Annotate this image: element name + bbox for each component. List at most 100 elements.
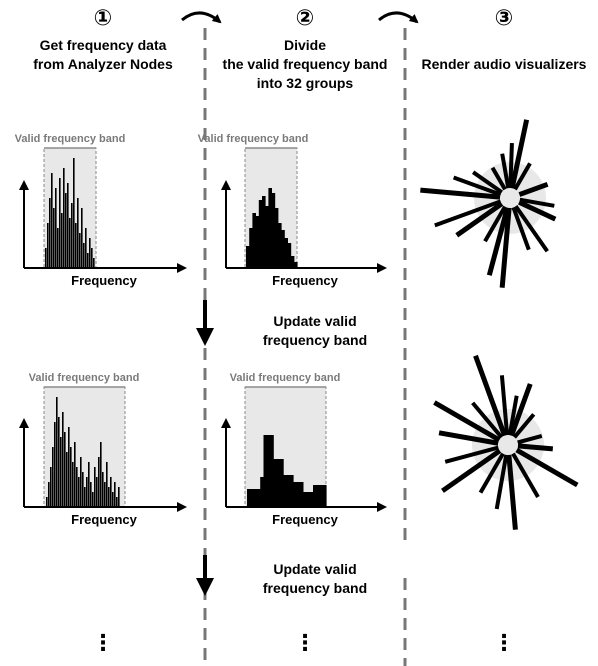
update-label-1-line-2: frequency band xyxy=(263,332,367,348)
histogram-bar xyxy=(65,193,67,268)
histogram-bar xyxy=(94,467,96,507)
visualizer-bar xyxy=(444,445,499,464)
step-2-header: ② Divide the valid frequency band into 3… xyxy=(223,5,388,91)
histogram-bar xyxy=(73,158,75,268)
update-label-2-line-1: Update valid xyxy=(273,561,356,577)
histogram-bar xyxy=(280,459,284,507)
histogram-bar xyxy=(66,452,68,507)
histogram-bar xyxy=(306,492,311,507)
visualizer-bar xyxy=(511,452,540,498)
histogram-bar xyxy=(268,188,272,268)
step-1-line-1: Get frequency data xyxy=(40,37,167,53)
visualizer-bar xyxy=(483,205,507,243)
histogram-bar xyxy=(45,248,47,268)
histogram-bar xyxy=(70,447,72,507)
histogram-bar xyxy=(51,173,53,268)
x-axis-label: Frequency xyxy=(272,512,339,527)
visualizer-bar xyxy=(434,199,502,228)
x-axis-label: Frequency xyxy=(71,512,138,527)
histogram-bar xyxy=(118,487,120,507)
step-2-line-1: Divide xyxy=(284,37,326,53)
visualizer-bar xyxy=(492,406,507,437)
visualizer-bar xyxy=(494,454,509,510)
visualizer-bar xyxy=(517,434,543,445)
visualizer-bar xyxy=(471,170,503,194)
histogram-bar xyxy=(283,475,287,507)
histogram-bar xyxy=(89,238,91,268)
histogram-bar xyxy=(287,243,292,268)
histogram-bar xyxy=(96,477,98,507)
update-label-2-line-2: frequency band xyxy=(263,580,367,596)
histogram-bar xyxy=(92,492,94,507)
histogram-bar xyxy=(322,485,327,507)
valid-band-label: Valid frequency band xyxy=(29,372,140,384)
valid-band-label: Valid frequency band xyxy=(230,372,341,384)
histogram-bar xyxy=(69,218,71,268)
visualizer-bar xyxy=(500,153,511,189)
histogram-bar xyxy=(273,459,278,507)
valid-band-label: Valid frequency band xyxy=(15,133,126,145)
histogram-bar xyxy=(60,437,62,507)
visualizer-bar xyxy=(499,375,510,436)
step-3-number: ③ xyxy=(495,5,514,30)
histogram-bar xyxy=(55,188,57,268)
histogram-bar xyxy=(77,198,79,268)
visualizer-bar xyxy=(513,162,532,191)
ellipsis-col-1: ⋮ xyxy=(92,630,114,655)
step-2-number: ② xyxy=(296,5,315,30)
histogram-bar xyxy=(93,258,95,268)
histogram-bar xyxy=(78,477,80,507)
audio-visualizer-1 xyxy=(420,119,557,288)
histogram-bar xyxy=(250,489,254,507)
histogram-bar xyxy=(88,462,90,507)
histogram-bar xyxy=(293,482,297,507)
histogram-bar xyxy=(255,216,260,268)
histogram-bar xyxy=(104,482,106,507)
bars-group xyxy=(46,397,120,507)
histogram-bar xyxy=(281,230,285,268)
step-1-header: ① Get frequency data from Analyzer Nodes xyxy=(33,5,173,72)
visualizer-center xyxy=(474,162,546,234)
ellipsis-col-3: ⋮ xyxy=(493,630,515,655)
visualizer-bar xyxy=(486,207,510,276)
visualizer-bar xyxy=(512,413,536,439)
visualizer-bar xyxy=(511,206,531,251)
histogram-bar xyxy=(116,497,118,507)
visualizer-bar xyxy=(471,401,504,439)
visualizer-bar xyxy=(490,166,507,191)
step-2-line-3: into 32 groups xyxy=(257,75,354,91)
visualizer-bar xyxy=(506,454,518,530)
visualizer-bar xyxy=(518,181,549,197)
histogram-bar xyxy=(83,243,85,268)
histogram-bar xyxy=(299,482,304,507)
histogram-bar xyxy=(90,482,92,507)
histogram-grouped-2: Valid frequency band Frequency xyxy=(221,372,387,527)
visualizer-bar xyxy=(514,205,549,253)
visualizer-bar xyxy=(515,447,579,488)
histogram-bar xyxy=(258,200,263,268)
histogram-bar xyxy=(262,196,266,268)
histogram-bar xyxy=(59,178,61,268)
histogram-bar xyxy=(91,248,93,268)
histogram-bar xyxy=(276,459,281,507)
visualizer-bar xyxy=(519,197,555,208)
histogram-bar xyxy=(274,208,279,268)
down-arrow-1-head xyxy=(196,328,214,346)
histogram-bar xyxy=(100,442,102,507)
histogram-bar xyxy=(294,262,298,268)
histogram-bar xyxy=(76,467,78,507)
visualizer-bar xyxy=(455,201,504,238)
histogram-bar xyxy=(67,183,69,268)
histogram-bar xyxy=(252,213,256,268)
histogram-bar xyxy=(68,427,70,507)
histogram-bar xyxy=(86,477,88,507)
histogram-bar xyxy=(114,482,116,507)
histogram-bar xyxy=(61,213,63,268)
histogram-bar xyxy=(50,467,52,507)
histogram-bar xyxy=(79,233,81,268)
histogram-bar xyxy=(265,206,269,268)
histogram-bar xyxy=(263,435,268,507)
visualizer-bar xyxy=(509,119,530,189)
bars-group xyxy=(45,158,95,268)
histogram-bar xyxy=(62,412,64,507)
